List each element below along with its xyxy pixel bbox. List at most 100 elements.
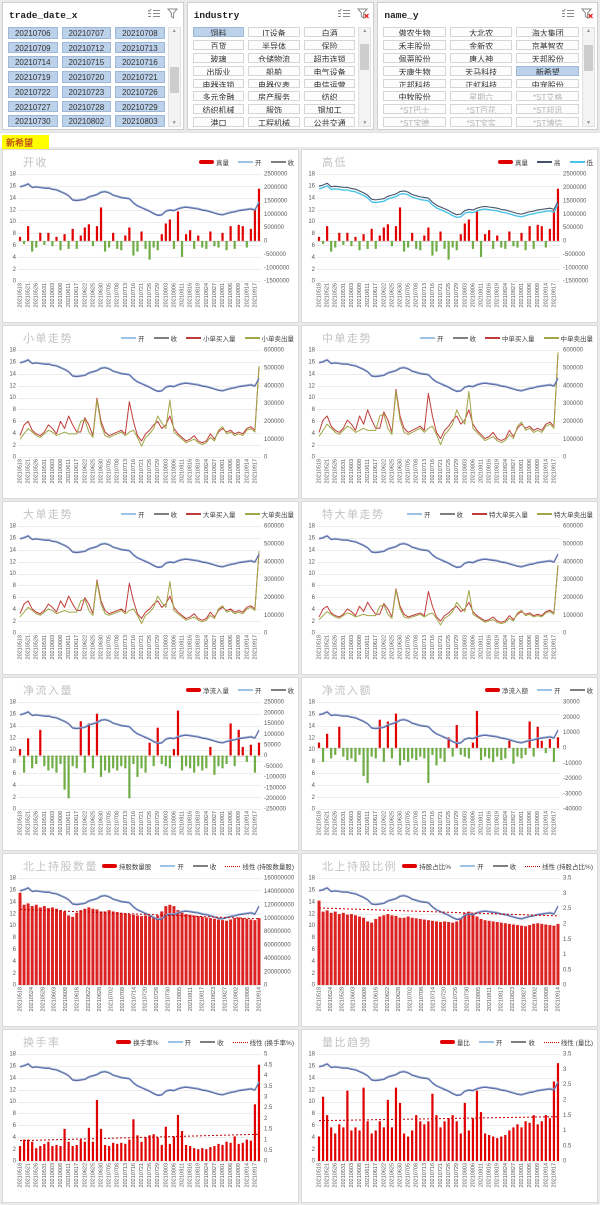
- slicer-item[interactable]: 天马科技: [449, 65, 513, 76]
- slicer-item[interactable]: 保险: [303, 39, 356, 50]
- slicer-item[interactable]: 海大集团: [516, 27, 579, 37]
- slicer-item[interactable]: 多元金融: [192, 91, 245, 102]
- slicer-item[interactable]: 百货: [192, 39, 245, 50]
- chart-plot-area[interactable]: [4, 347, 297, 497]
- chart-plot-area[interactable]: [303, 171, 596, 321]
- slicer-item[interactable]: 星期六: [449, 91, 513, 102]
- slicer-item[interactable]: 京基智农: [516, 39, 579, 50]
- chart-plot-area[interactable]: [303, 347, 596, 497]
- slicer-item[interactable]: 20210803: [115, 115, 165, 127]
- slicer-item[interactable]: 电器仪表: [248, 78, 300, 89]
- slicer-item[interactable]: 工程机械: [248, 117, 300, 127]
- slicer-item[interactable]: 中宠股份: [516, 78, 579, 89]
- slicer-item[interactable]: 禾丰股份: [383, 39, 446, 50]
- slicer-item[interactable]: *ST邦讯: [516, 104, 579, 115]
- slicer-item[interactable]: 公共交通: [303, 117, 356, 127]
- slicer-item[interactable]: 20210723: [61, 85, 112, 98]
- scrollbar-thumb[interactable]: [584, 45, 593, 71]
- slicer-item[interactable]: 港口: [192, 117, 245, 127]
- slicer-item[interactable]: 20210714: [8, 56, 58, 69]
- slicer-item[interactable]: 正邦科技: [383, 78, 446, 89]
- slicer-item[interactable]: 房产服务: [248, 91, 300, 102]
- slicer-item[interactable]: 20210719: [8, 71, 58, 83]
- chart-plot-area[interactable]: [4, 523, 297, 673]
- slicer-item[interactable]: 20210713: [115, 41, 165, 54]
- multi-select-icon[interactable]: [338, 6, 351, 24]
- multi-select-icon[interactable]: [147, 6, 160, 24]
- slicer-scrollbar[interactable]: ▲ ▼: [582, 27, 595, 127]
- slicer-item[interactable]: 20210720: [61, 71, 112, 83]
- slicer-item[interactable]: 饲料: [192, 27, 245, 37]
- scroll-up-icon[interactable]: ▲: [362, 28, 368, 34]
- slicer-item[interactable]: *ST宝德: [383, 117, 446, 127]
- slicer-item[interactable]: 20210709: [8, 41, 58, 54]
- scroll-down-icon[interactable]: ▼: [586, 120, 591, 126]
- slicer-scrollbar[interactable]: ▲ ▼: [358, 27, 372, 127]
- slicer-item[interactable]: 天康生物: [383, 65, 446, 76]
- slicer-item[interactable]: 20210728: [61, 100, 112, 113]
- slicer-item[interactable]: 钢加工: [303, 104, 356, 115]
- slicer-item[interactable]: 20210712: [61, 41, 112, 54]
- slicer-item[interactable]: 天邦股份: [516, 52, 579, 63]
- clear-filter-funnel-icon[interactable]: [166, 6, 179, 24]
- chart-plot-area[interactable]: [303, 699, 596, 849]
- scrollbar-thumb[interactable]: [169, 67, 179, 93]
- slicer-item[interactable]: 20210716: [115, 56, 165, 69]
- slicer-item[interactable]: 20210726: [115, 85, 165, 98]
- slicer-item[interactable]: 20210730: [8, 115, 58, 127]
- slicer-item[interactable]: 玻璃: [192, 52, 245, 63]
- slicer-item[interactable]: 船舶: [248, 65, 300, 76]
- slicer-item[interactable]: 20210727: [8, 100, 58, 113]
- chart-plot-area[interactable]: [303, 523, 596, 673]
- slicer-item[interactable]: 20210721: [115, 71, 165, 83]
- slicer-item[interactable]: 大北农: [449, 27, 513, 37]
- chart-plot-area[interactable]: [4, 875, 297, 1025]
- chart-plot-area[interactable]: [4, 699, 297, 849]
- slicer-item[interactable]: 20210722: [8, 85, 58, 98]
- slicer-item[interactable]: 金新农: [449, 39, 513, 50]
- scroll-down-icon[interactable]: ▼: [171, 120, 177, 126]
- slicer-scrollbar[interactable]: ▲ ▼: [167, 27, 181, 127]
- clear-filter-funnel-icon[interactable]: [580, 6, 593, 24]
- slicer-item[interactable]: 电气设备: [303, 65, 356, 76]
- slicer-item[interactable]: 佩蒂股份: [383, 52, 446, 63]
- slicer-item[interactable]: 仓储物流: [248, 52, 300, 63]
- slicer-item[interactable]: 纺织机械: [192, 104, 245, 115]
- slicer-item[interactable]: 20210729: [115, 100, 165, 113]
- slicer-item[interactable]: *ST巴士: [383, 104, 446, 115]
- slicer-item[interactable]: 唐人神: [449, 52, 513, 63]
- slicer-item[interactable]: 新希望: [516, 65, 579, 76]
- slicer-item[interactable]: 20210802: [61, 115, 112, 127]
- slicer-item[interactable]: 20210707: [61, 27, 112, 39]
- scroll-down-icon[interactable]: ▼: [362, 120, 368, 126]
- slicer-item[interactable]: 傲农生物: [383, 27, 446, 37]
- slicer-item[interactable]: 中牧股份: [383, 91, 446, 102]
- scroll-up-icon[interactable]: ▲: [586, 28, 591, 34]
- slicer-item[interactable]: 20210715: [61, 56, 112, 69]
- multi-select-icon[interactable]: [561, 6, 574, 24]
- slicer-item[interactable]: *ST艾格: [516, 91, 579, 102]
- slicer-header: trade_date_x: [3, 3, 183, 26]
- slicer-item[interactable]: 超市连锁: [303, 52, 356, 63]
- chart-plot-area[interactable]: [303, 875, 596, 1025]
- slicer-item[interactable]: 半导体: [248, 39, 300, 50]
- slicer-item[interactable]: *ST百花: [449, 104, 513, 115]
- scroll-up-icon[interactable]: ▲: [171, 28, 177, 34]
- slicer-item[interactable]: *ST博信: [516, 117, 579, 127]
- slicer-item[interactable]: 纺织: [303, 91, 356, 102]
- slicer-item[interactable]: 服饰: [248, 104, 300, 115]
- clear-filter-funnel-icon[interactable]: [357, 6, 370, 24]
- scrollbar-thumb[interactable]: [360, 44, 370, 70]
- slicer-item[interactable]: 出版业: [192, 65, 245, 76]
- chart-plot-area[interactable]: [4, 171, 297, 321]
- slicer-item[interactable]: 20210708: [115, 27, 165, 39]
- slicer-item[interactable]: 20210706: [8, 27, 58, 39]
- slicer-item[interactable]: 正虹科技: [449, 78, 513, 89]
- chart-plot-area[interactable]: [4, 1051, 297, 1201]
- chart-plot-area[interactable]: [303, 1051, 596, 1201]
- slicer-item[interactable]: 白酒: [303, 27, 356, 37]
- slicer-item[interactable]: 电信运营: [303, 78, 356, 89]
- slicer-item[interactable]: IT设备: [248, 27, 300, 37]
- slicer-item[interactable]: 电器连锁: [192, 78, 245, 89]
- slicer-item[interactable]: *ST宝实: [449, 117, 513, 127]
